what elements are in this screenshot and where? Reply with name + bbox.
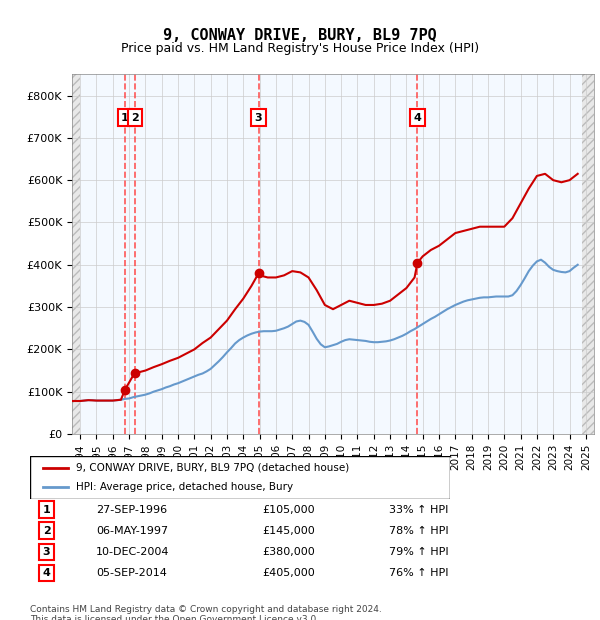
Text: 9, CONWAY DRIVE, BURY, BL9 7PQ (detached house): 9, CONWAY DRIVE, BURY, BL9 7PQ (detached… bbox=[76, 463, 349, 473]
Text: 1: 1 bbox=[43, 505, 50, 515]
Text: 2: 2 bbox=[43, 526, 50, 536]
Text: 33% ↑ HPI: 33% ↑ HPI bbox=[389, 505, 448, 515]
Text: 3: 3 bbox=[255, 113, 262, 123]
Text: 79% ↑ HPI: 79% ↑ HPI bbox=[389, 547, 448, 557]
Text: HPI: Average price, detached house, Bury: HPI: Average price, detached house, Bury bbox=[76, 482, 293, 492]
Text: 1: 1 bbox=[121, 113, 129, 123]
Text: 10-DEC-2004: 10-DEC-2004 bbox=[96, 547, 170, 557]
Text: 05-SEP-2014: 05-SEP-2014 bbox=[96, 568, 167, 578]
Text: £380,000: £380,000 bbox=[262, 547, 314, 557]
Text: £105,000: £105,000 bbox=[262, 505, 314, 515]
Text: 4: 4 bbox=[43, 568, 50, 578]
Text: Price paid vs. HM Land Registry's House Price Index (HPI): Price paid vs. HM Land Registry's House … bbox=[121, 42, 479, 55]
Text: 4: 4 bbox=[413, 113, 421, 123]
Text: Contains HM Land Registry data © Crown copyright and database right 2024.
This d: Contains HM Land Registry data © Crown c… bbox=[30, 604, 382, 620]
Text: 76% ↑ HPI: 76% ↑ HPI bbox=[389, 568, 448, 578]
Text: 2: 2 bbox=[131, 113, 139, 123]
Text: 9, CONWAY DRIVE, BURY, BL9 7PQ: 9, CONWAY DRIVE, BURY, BL9 7PQ bbox=[163, 28, 437, 43]
Text: 27-SEP-1996: 27-SEP-1996 bbox=[96, 505, 167, 515]
Text: 06-MAY-1997: 06-MAY-1997 bbox=[96, 526, 169, 536]
FancyBboxPatch shape bbox=[30, 456, 450, 499]
Text: £405,000: £405,000 bbox=[262, 568, 314, 578]
Text: 78% ↑ HPI: 78% ↑ HPI bbox=[389, 526, 448, 536]
Text: £145,000: £145,000 bbox=[262, 526, 314, 536]
Text: 3: 3 bbox=[43, 547, 50, 557]
